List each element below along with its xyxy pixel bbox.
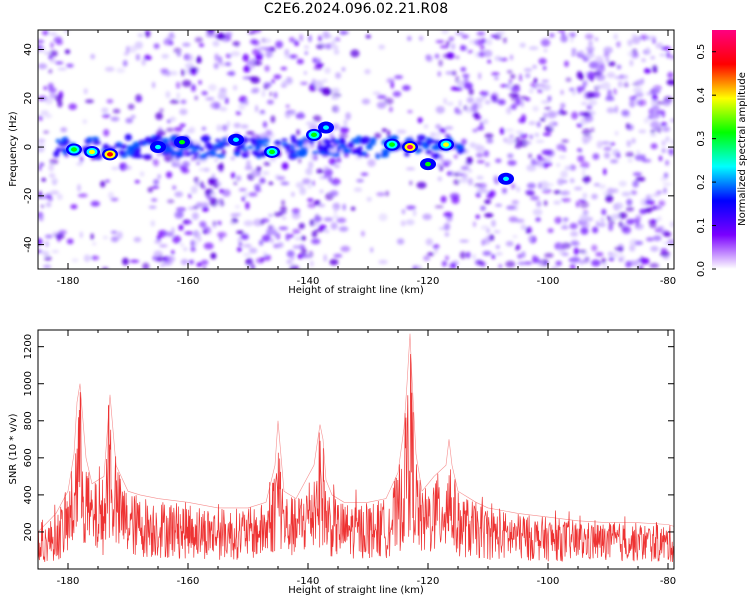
hotspot-core-4 [179,139,185,145]
snr-xlabel: Height of straight line (km) [288,585,424,596]
hotspot-core-11 [425,161,431,167]
snr-ytick-label: 1000 [23,371,34,396]
colorbar-gradient [712,30,736,269]
colorbar-ticks: 0.0 0.1 0.2 0.3 0.4 0.5 [696,44,716,277]
hotspot-core-6 [269,149,275,155]
spectrogram-xlabel: Height of straight line (km) [288,285,424,296]
hotspot-core-12 [443,142,449,147]
colorbar-tick-label: 0.5 [696,44,707,60]
spectrogram-speckle [38,30,674,269]
snr-axes: -180 -160 -140 -120 -100 -80 200 400 600 800 1000 1… [23,330,676,587]
colorbar-label: Normalized spectral amplitude [737,72,748,226]
colorbar-tick-label: 0.0 [696,261,707,277]
colorbar-tick-label: 0.4 [696,87,707,103]
snr-ylabel: SNR (10 * v/v) [8,413,19,484]
spectrogram-xtick-label: -100 [537,276,560,287]
spectrogram-panel: -180 -160 -140 -120 -100 -80 -40 -20 0 20 40 Heigh… [8,29,676,296]
spectrogram-ytick-label: 20 [23,92,34,105]
snr-series [38,333,674,563]
spectrogram-hotspots [66,121,514,185]
spectrogram-xtick-label: -80 [660,276,676,287]
snr-ytick-label: 200 [23,522,34,541]
hotspot-core-8 [323,125,329,130]
hotspot-core-0 [71,147,77,152]
snr-xtick-label: -140 [297,576,320,587]
hotspot-core-7 [311,132,317,138]
hotspot-core-10 [407,144,413,150]
snr-xtick-label: -160 [177,576,200,587]
chart-title: C2E6.2024.096.02.21.R08 [263,1,449,17]
hotspot-core-5 [233,137,239,142]
spectrogram-xtick-label: -160 [177,276,200,287]
snr-xtick-label: -100 [537,576,560,587]
snr-ytick-label: 800 [23,411,34,430]
colorbar-tick-label: 0.1 [696,218,707,234]
spectrogram-xtick-label: -180 [57,276,80,287]
snr-envelope [38,333,674,533]
hotspot-core-13 [503,176,509,181]
hotspot-core-9 [389,142,395,147]
snr-ytick-label: 400 [23,485,34,504]
snr-frame [37,329,675,570]
spectrogram-xtick-label: -140 [297,276,320,287]
snr-xtick-label: -180 [57,576,80,587]
snr-panel: -180 -160 -140 -120 -100 -80 200 400 600 800 1000 1… [8,329,676,596]
spectrogram-ytick-label: 40 [23,43,34,56]
spectrogram-ytick-label: -40 [23,236,34,252]
spectrogram-xtick-label: -120 [417,276,440,287]
snr-ytick-label: 1200 [23,334,34,359]
snr-xtick-label: -80 [660,576,676,587]
spectrogram-ylabel: Frequency (Hz) [8,111,19,187]
snr-xtick-label: -120 [417,576,440,587]
spectrogram-frame [37,29,675,270]
hotspot-core-2 [107,152,113,157]
snr-ytick-label: 600 [23,448,34,467]
spectrogram-ytick-label: -20 [23,188,34,204]
hotspot-core-3 [155,144,161,150]
spectrogram-ytick-label: 0 [23,144,34,150]
hotspot-core-1 [89,149,95,155]
spectrogram-axes: -180 -160 -140 -120 -100 -80 -40 -20 0 20 40 [23,30,676,287]
colorbar-tick-label: 0.2 [696,174,707,190]
colorbar-tick-label: 0.3 [696,131,707,147]
snr-line [38,353,674,563]
colorbar: 0.0 0.1 0.2 0.3 0.4 0.5 Normalized spectral a… [696,30,748,277]
